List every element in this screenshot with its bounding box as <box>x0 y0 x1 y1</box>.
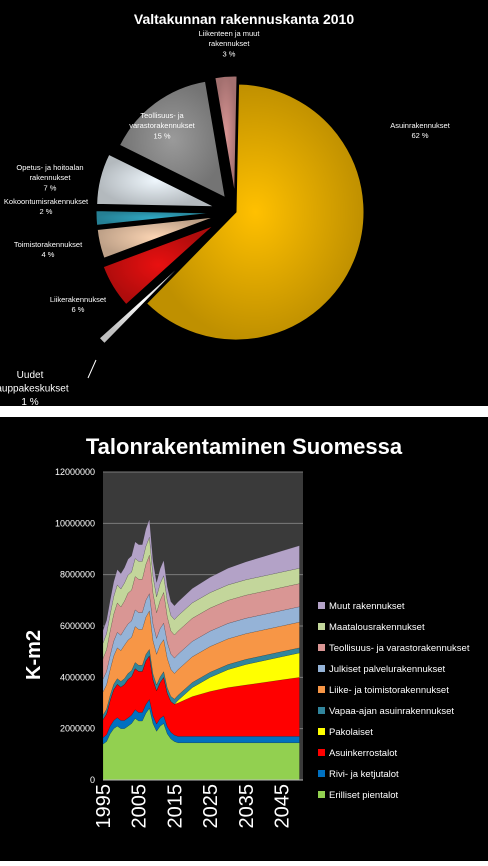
area-chart: Talonrakentaminen Suomessa K-m2 0 2000000… <box>23 434 470 829</box>
legend-swatch-teollisuus-ja-varastorakennukset <box>318 644 325 651</box>
legend-label-vapaa-ajan-asuinrakennukset: Vapaa-ajan asuinrakennukset <box>329 706 454 717</box>
legend-swatch-julkiset-palvelurakennukset <box>318 665 325 672</box>
pie-percent-liikerakennukset: 6 % <box>72 305 85 314</box>
area-series-vapaa-ajan-asuinrakennukset <box>102 647 300 721</box>
pie-label-liikenteen-ja-muut-rakennukset: Liikenteen ja muut rakennukset <box>199 29 261 48</box>
legend-label-muut-rakennukset: Muut rakennukset <box>329 601 405 612</box>
legend-swatch-erilliset-pientalot <box>318 791 325 798</box>
pie-chart-panel: Valtakunnan rakennuskanta 2010 Asuinrake… <box>0 0 488 408</box>
legend-swatch-vapaa-ajan-asuinrakennukset <box>318 707 325 714</box>
x-tick-label: 2045 <box>272 784 294 829</box>
legend-label-teollisuus-ja-varastorakennukset: Teollisuus- ja varastorakennukset <box>329 643 470 654</box>
legend-label-rivi-ja-ketjutalot: Rivi- ja ketjutalot <box>329 769 399 780</box>
legend-label-maatalousrakennukset: Maatalousrakennukset <box>329 622 425 633</box>
legend-swatch-asuinkerrostalot <box>318 749 325 756</box>
pie-label-toimistorakennukset: Toimistorakennukset <box>14 240 83 249</box>
pie-label-uudet-kauppakeskukset: Uudetkauppakeskukset <box>0 370 69 395</box>
y-tick-label: 2000000 <box>60 724 95 734</box>
pie-leader-line <box>87 359 97 379</box>
pie-percent-teollisuus-ja-varastorakennukset: 15 % <box>153 131 170 140</box>
area-series-pakolaiset <box>102 652 300 720</box>
pie-label-liikerakennukset: Liikerakennukset <box>50 295 107 304</box>
pie-chart-title: Valtakunnan rakennuskanta 2010 <box>134 11 354 27</box>
x-tick-label: 2015 <box>164 784 186 829</box>
legend-label-pakolaiset: Pakolaiset <box>329 727 373 738</box>
x-tick-label: 2035 <box>236 784 258 829</box>
y-tick-label: 12000000 <box>55 467 95 477</box>
area-series-muut-rakennukset <box>102 519 300 644</box>
x-tick-label: 1995 <box>93 784 115 829</box>
area-chart-title: Talonrakentaminen Suomessa <box>86 434 403 459</box>
pie-percent-asuinrakennukset: 62 % <box>411 131 428 140</box>
pie-label-opetus-ja-hoitoalan-rakennukset: Opetus- ja hoitoalan rakennukset <box>16 163 83 182</box>
pie-chart: Valtakunnan rakennuskanta 2010 Asuinrake… <box>0 11 451 408</box>
x-tick-label: 2025 <box>200 784 222 829</box>
pie-percent-opetus-ja-hoitoalan-rakennukset: 7 % <box>44 183 57 192</box>
pie-label-teollisuus-ja-varastorakennukset: Teollisuus- ja varastorakennukset <box>129 111 195 130</box>
legend-swatch-rivi-ja-ketjutalot <box>318 770 325 777</box>
pie-label-asuinrakennukset: Asuinrakennukset <box>390 121 451 130</box>
legend-swatch-maatalousrakennukset <box>318 623 325 630</box>
pie-percent-kokoontumisrakennukset: 2 % <box>40 207 53 216</box>
pie-label-kokoontumisrakennukset: Kokoontumisrakennukset <box>4 197 89 206</box>
legend-swatch-liike-ja-toimistorakennukset <box>318 686 325 693</box>
y-tick-label: 8000000 <box>60 570 95 580</box>
area-series-teollisuus-ja-varastorakennukset <box>102 555 300 680</box>
area-series-rivi-ja-ketjutalot <box>102 698 300 745</box>
area-series-maatalousrakennukset <box>102 537 300 659</box>
legend-swatch-muut-rakennukset <box>318 602 325 609</box>
pie-percent-liikenteen-ja-muut-rakennukset: 3 % <box>223 49 236 58</box>
area-series-liike-ja-toimistorakennukset <box>102 610 300 716</box>
pie-percent-toimistorakennukset: 4 % <box>42 250 55 259</box>
y-tick-label: 4000000 <box>60 672 95 682</box>
legend-swatch-pakolaiset <box>318 728 325 735</box>
y-axis-label: K-m2 <box>23 630 45 680</box>
y-tick-label: 10000000 <box>55 518 95 528</box>
legend-label-erilliset-pientalot: Erilliset pientalot <box>329 790 399 801</box>
x-tick-label: 2005 <box>129 784 151 829</box>
y-tick-label: 6000000 <box>60 621 95 631</box>
area-chart-panel: Talonrakentaminen Suomessa K-m2 0 2000000… <box>0 417 488 861</box>
legend-label-julkiset-palvelurakennukset: Julkiset palvelurakennukset <box>329 664 446 675</box>
legend-label-asuinkerrostalot: Asuinkerrostalot <box>329 748 397 759</box>
area-series-asuinkerrostalot <box>102 655 300 739</box>
legend-label-liike-ja-toimistorakennukset: Liike- ja toimistorakennukset <box>329 685 449 696</box>
pie-percent-uudet-kauppakeskukset: 1 % <box>21 397 38 406</box>
y-tick-label: 0 <box>90 775 95 785</box>
